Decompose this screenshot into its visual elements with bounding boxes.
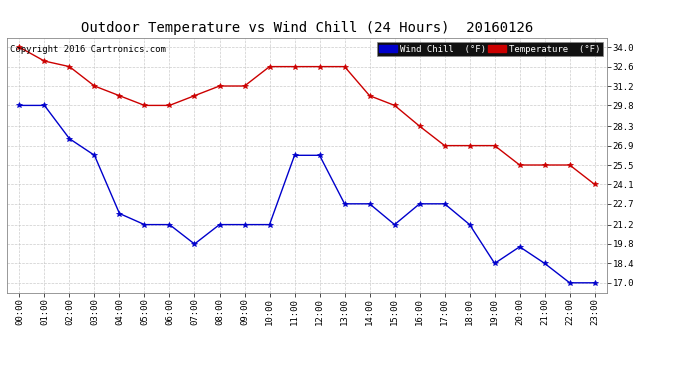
Text: Copyright 2016 Cartronics.com: Copyright 2016 Cartronics.com xyxy=(10,45,166,54)
Legend: Wind Chill  (°F), Temperature  (°F): Wind Chill (°F), Temperature (°F) xyxy=(377,42,602,56)
Title: Outdoor Temperature vs Wind Chill (24 Hours)  20160126: Outdoor Temperature vs Wind Chill (24 Ho… xyxy=(81,21,533,35)
